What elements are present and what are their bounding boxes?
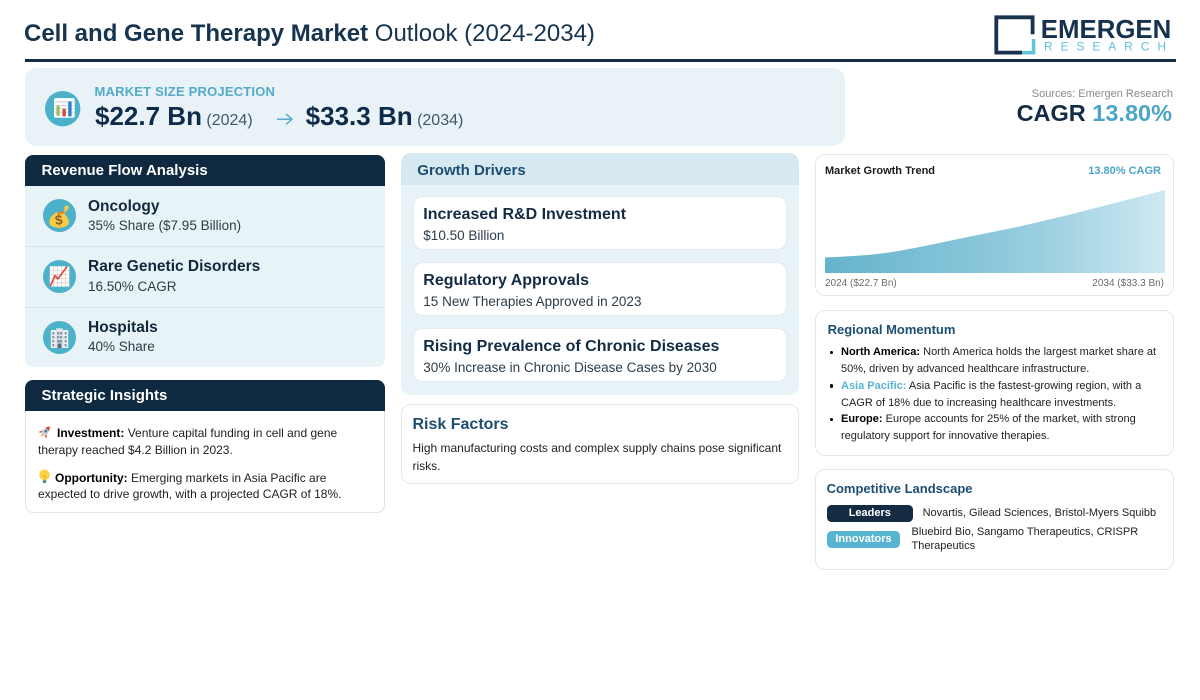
svg-text:RESEARCH: RESEARCH <box>1044 39 1174 53</box>
svg-text:$: $ <box>54 212 64 228</box>
svg-text:EMERGEN: EMERGEN <box>1041 16 1171 44</box>
